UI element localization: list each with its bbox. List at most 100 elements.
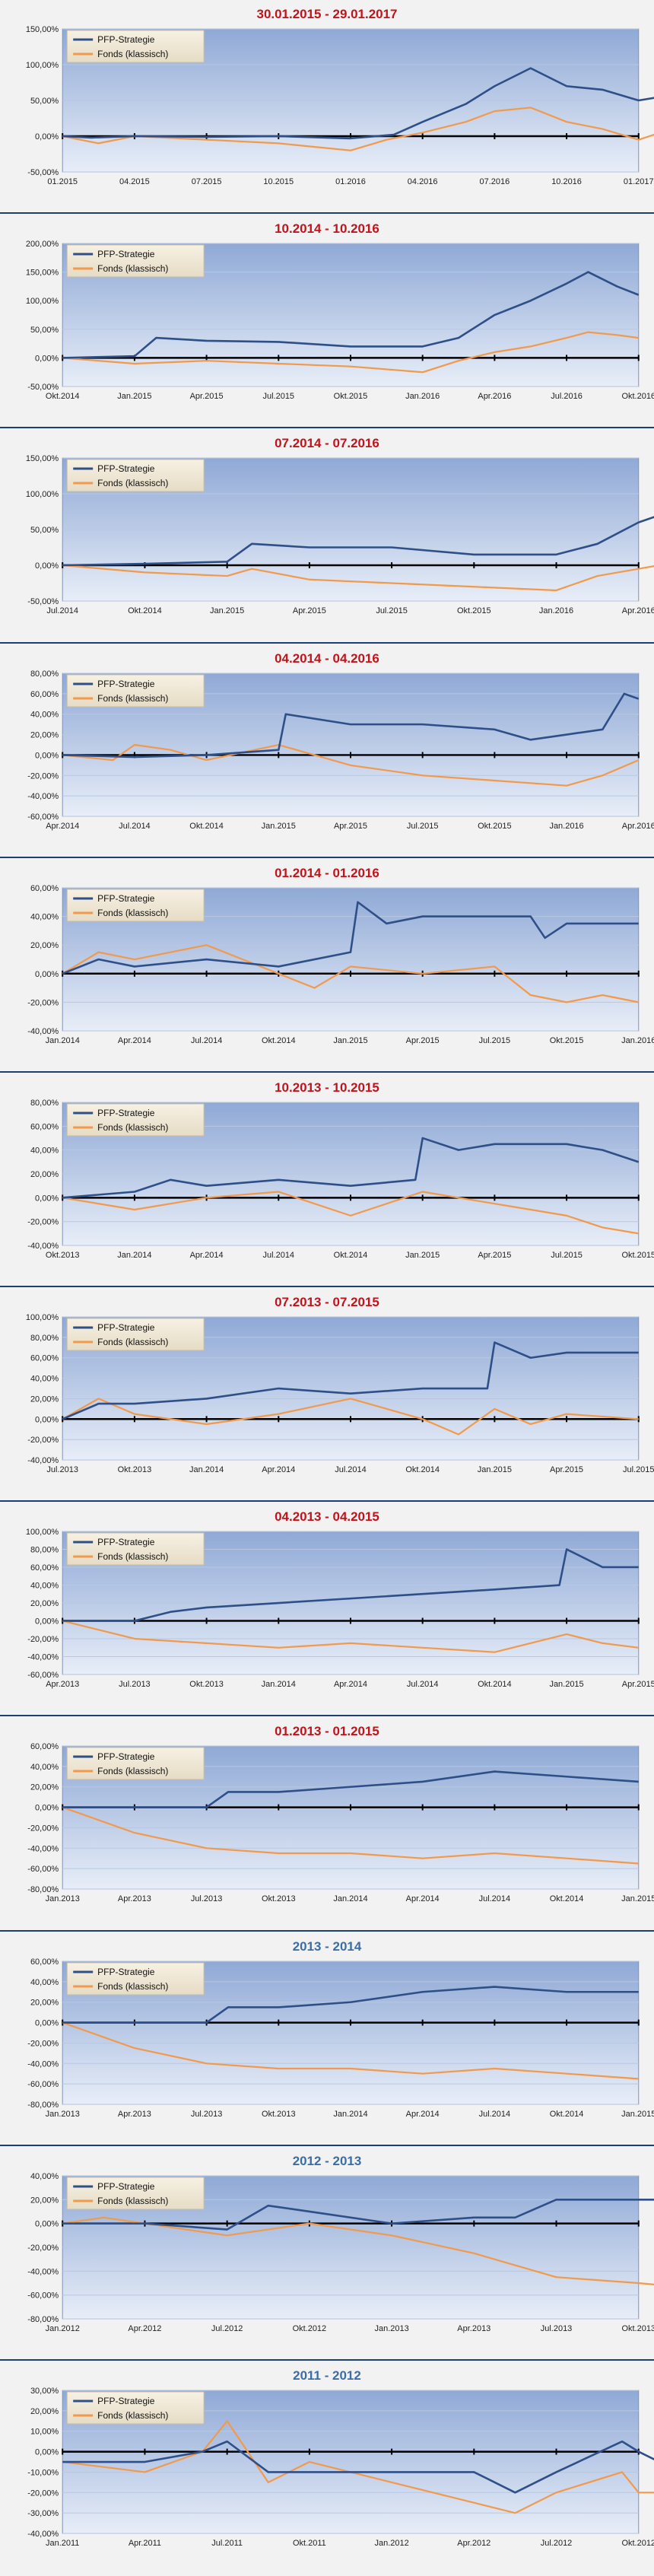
legend <box>66 2391 205 2425</box>
chart-panel: 07.2013 - 07.2015 100,00% 80,00% 60,00% 40,0… <box>26 1295 654 1474</box>
x-tick-label: Jul.2016 <box>551 392 583 401</box>
y-tick-label: -40,00% <box>27 2530 59 2539</box>
legend-label: Fonds (klassisch) <box>97 908 168 918</box>
panel-separator <box>0 427 654 429</box>
x-tick-label: Okt.2013 <box>262 1894 296 1903</box>
series-line-fund <box>62 331 639 374</box>
y-tick-label: -60,00% <box>27 2291 59 2300</box>
panel-separator <box>0 212 654 215</box>
y-tick-label: 150,00% <box>26 25 59 34</box>
legend-label: Fonds (klassisch) <box>97 49 168 59</box>
y-tick-label: 40,00% <box>30 1375 59 1384</box>
y-tick-label: 40,00% <box>30 2172 59 2181</box>
x-tick-label: Okt.2014 <box>405 1465 440 1474</box>
chart-panel: 04.2014 - 04.2016 80,00% 60,00% 40,00% 20,00… <box>27 650 654 831</box>
x-tick-label: Apr.2014 <box>46 822 79 831</box>
legend <box>66 889 205 922</box>
chart-title: 2013 - 2014 <box>293 1939 362 1954</box>
y-tick-label: 60,00% <box>30 1957 59 1966</box>
x-tick-label: Okt.2015 <box>550 1036 584 1045</box>
x-tick-label: Jan.2015 <box>621 1894 654 1903</box>
y-tick-label: 20,00% <box>30 730 59 739</box>
y-tick-label: 50,00% <box>30 97 59 106</box>
y-tick-label: 10,00% <box>30 2428 59 2437</box>
panel-separator <box>0 1500 654 1503</box>
series-line-strategy <box>62 271 640 359</box>
y-tick-label: 80,00% <box>30 1546 59 1555</box>
y-tick-label: -80,00% <box>27 2101 59 2110</box>
y-tick-label: 60,00% <box>30 884 59 893</box>
y-tick-label: 0,00% <box>35 969 59 978</box>
x-tick-label: Apr.2016 <box>622 606 654 615</box>
x-tick-label: Jul.2014 <box>191 1036 223 1045</box>
x-tick-label: Jan.2013 <box>46 2110 80 2119</box>
chart-title: 10.2013 - 10.2015 <box>275 1080 379 1095</box>
x-tick-label: 07.2016 <box>480 177 510 186</box>
legend <box>66 673 205 707</box>
series-line-strategy <box>62 1985 639 2024</box>
x-tick-label: Jan.2013 <box>374 2324 408 2333</box>
y-tick-label: -60,00% <box>27 2080 59 2089</box>
x-tick-label: Okt.2014 <box>478 1680 512 1689</box>
x-tick-label: Jan.2015 <box>549 1680 583 1689</box>
x-tick-label: 01.2017 <box>624 177 654 186</box>
x-tick-label: Jul.2012 <box>211 2324 243 2333</box>
x-tick-label: Jan.2015 <box>405 1251 440 1260</box>
x-tick-label: Apr.2014 <box>406 2110 440 2119</box>
y-tick-label: 200,00% <box>26 240 59 249</box>
x-tick-label: Jan.2012 <box>374 2539 408 2548</box>
y-tick-label: 0,00% <box>35 1617 59 1627</box>
x-tick-label: Jan.2014 <box>333 1894 367 1903</box>
y-tick-label: 100,00% <box>26 297 59 306</box>
legend <box>66 1747 205 1780</box>
x-tick-label: Jan.2014 <box>189 1465 224 1474</box>
y-tick-label: -40,00% <box>27 2059 59 2069</box>
x-tick-label: Okt.2014 <box>550 2110 584 2119</box>
y-tick-label: -80,00% <box>27 2315 59 2324</box>
y-tick-label: -40,00% <box>27 792 59 801</box>
x-tick-label: Jan.2015 <box>117 392 151 401</box>
y-tick-label: 80,00% <box>30 1334 59 1343</box>
y-tick-label: -60,00% <box>27 813 59 822</box>
x-tick-label: Jul.2014 <box>335 1465 367 1474</box>
x-tick-label: Jan.2015 <box>210 606 244 615</box>
legend-label: Fonds (klassisch) <box>97 263 168 274</box>
y-tick-label: 60,00% <box>30 1563 59 1573</box>
chart-title: 07.2014 - 07.2016 <box>275 436 379 450</box>
y-tick-label: 20,00% <box>30 1599 59 1608</box>
legend-label: PFP-Strategie <box>97 2181 155 2192</box>
series-line-strategy <box>62 1341 639 1420</box>
legend-label: PFP-Strategie <box>97 1966 155 1977</box>
y-tick-label: -20,00% <box>27 1436 59 1445</box>
x-tick-label: Okt.2013 <box>189 1680 224 1689</box>
x-tick-label: Jul.2013 <box>119 1680 151 1689</box>
series-line-fund <box>62 1806 639 1865</box>
y-tick-label: -60,00% <box>27 1671 59 1680</box>
chart-panel: 30.01.2015 - 29.01.2017 150,00% 100,00% 50,… <box>26 7 654 186</box>
x-tick-label: Apr.2011 <box>129 2539 161 2548</box>
legend-label: PFP-Strategie <box>97 2396 155 2406</box>
x-tick-label: Jul.2015 <box>263 392 295 401</box>
legend-label: Fonds (klassisch) <box>97 1122 168 1133</box>
legend-label: PFP-Strategie <box>97 463 155 474</box>
chart-title: 07.2013 - 07.2015 <box>275 1295 379 1309</box>
x-tick-label: Jan.2016 <box>539 606 573 615</box>
legend <box>66 1532 205 1566</box>
x-tick-label: Apr.2015 <box>406 1036 440 1045</box>
x-tick-label: Jan.2013 <box>46 1894 80 1903</box>
y-tick-label: 0,00% <box>35 355 59 364</box>
y-tick-label: 0,00% <box>35 1804 59 1813</box>
legend-label: Fonds (klassisch) <box>97 1980 168 1991</box>
x-tick-label: Okt.2012 <box>621 2539 654 2548</box>
x-tick-label: Okt.2013 <box>118 1465 152 1474</box>
x-tick-label: Okt.2015 <box>334 392 368 401</box>
plot-area <box>62 672 640 817</box>
x-tick-label: Okt.2014 <box>334 1251 368 1260</box>
x-tick-label: Jan.2015 <box>262 822 296 831</box>
y-tick-label: -40,00% <box>27 1027 59 1036</box>
x-tick-label: Jul.2014 <box>263 1251 295 1260</box>
y-tick-label: 0,00% <box>35 2219 59 2228</box>
panel-separator <box>0 1929 654 1932</box>
x-tick-label: Jan.2014 <box>333 2110 367 2119</box>
x-tick-label: 10.2015 <box>263 177 294 186</box>
